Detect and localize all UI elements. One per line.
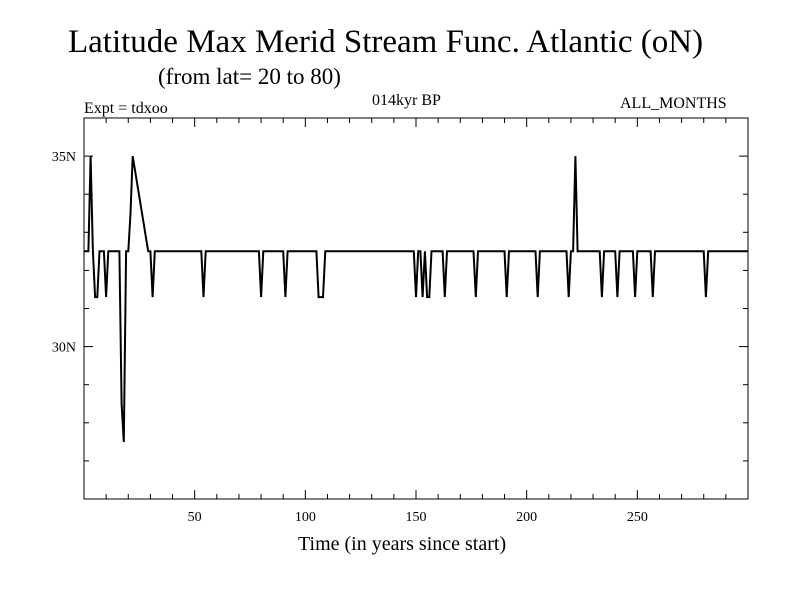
- series-line: [84, 155, 748, 442]
- axis-ticks: [84, 118, 748, 499]
- x-tick-label: 50: [188, 510, 202, 525]
- period-label: 014kyr BP: [372, 92, 441, 109]
- y-tick-label: 35N: [52, 150, 76, 165]
- chart-subtitle: (from lat= 20 to 80): [158, 64, 341, 89]
- plot-frame: [83, 117, 749, 500]
- x-tick-label: 100: [295, 510, 316, 525]
- chart-title: Latitude Max Merid Stream Func. Atlantic…: [68, 24, 704, 60]
- months-label: ALL_MONTHS: [620, 95, 727, 112]
- tick-labels: 50 100 150 200 250 30N 35N: [52, 150, 648, 525]
- y-tick-label: 30N: [52, 341, 76, 356]
- x-tick-label: 150: [406, 510, 427, 525]
- x-axis-label: Time (in years since start): [298, 533, 507, 555]
- x-tick-label: 250: [627, 510, 648, 525]
- experiment-label: Expt = tdxoo: [84, 100, 168, 117]
- x-tick-label: 200: [516, 510, 537, 525]
